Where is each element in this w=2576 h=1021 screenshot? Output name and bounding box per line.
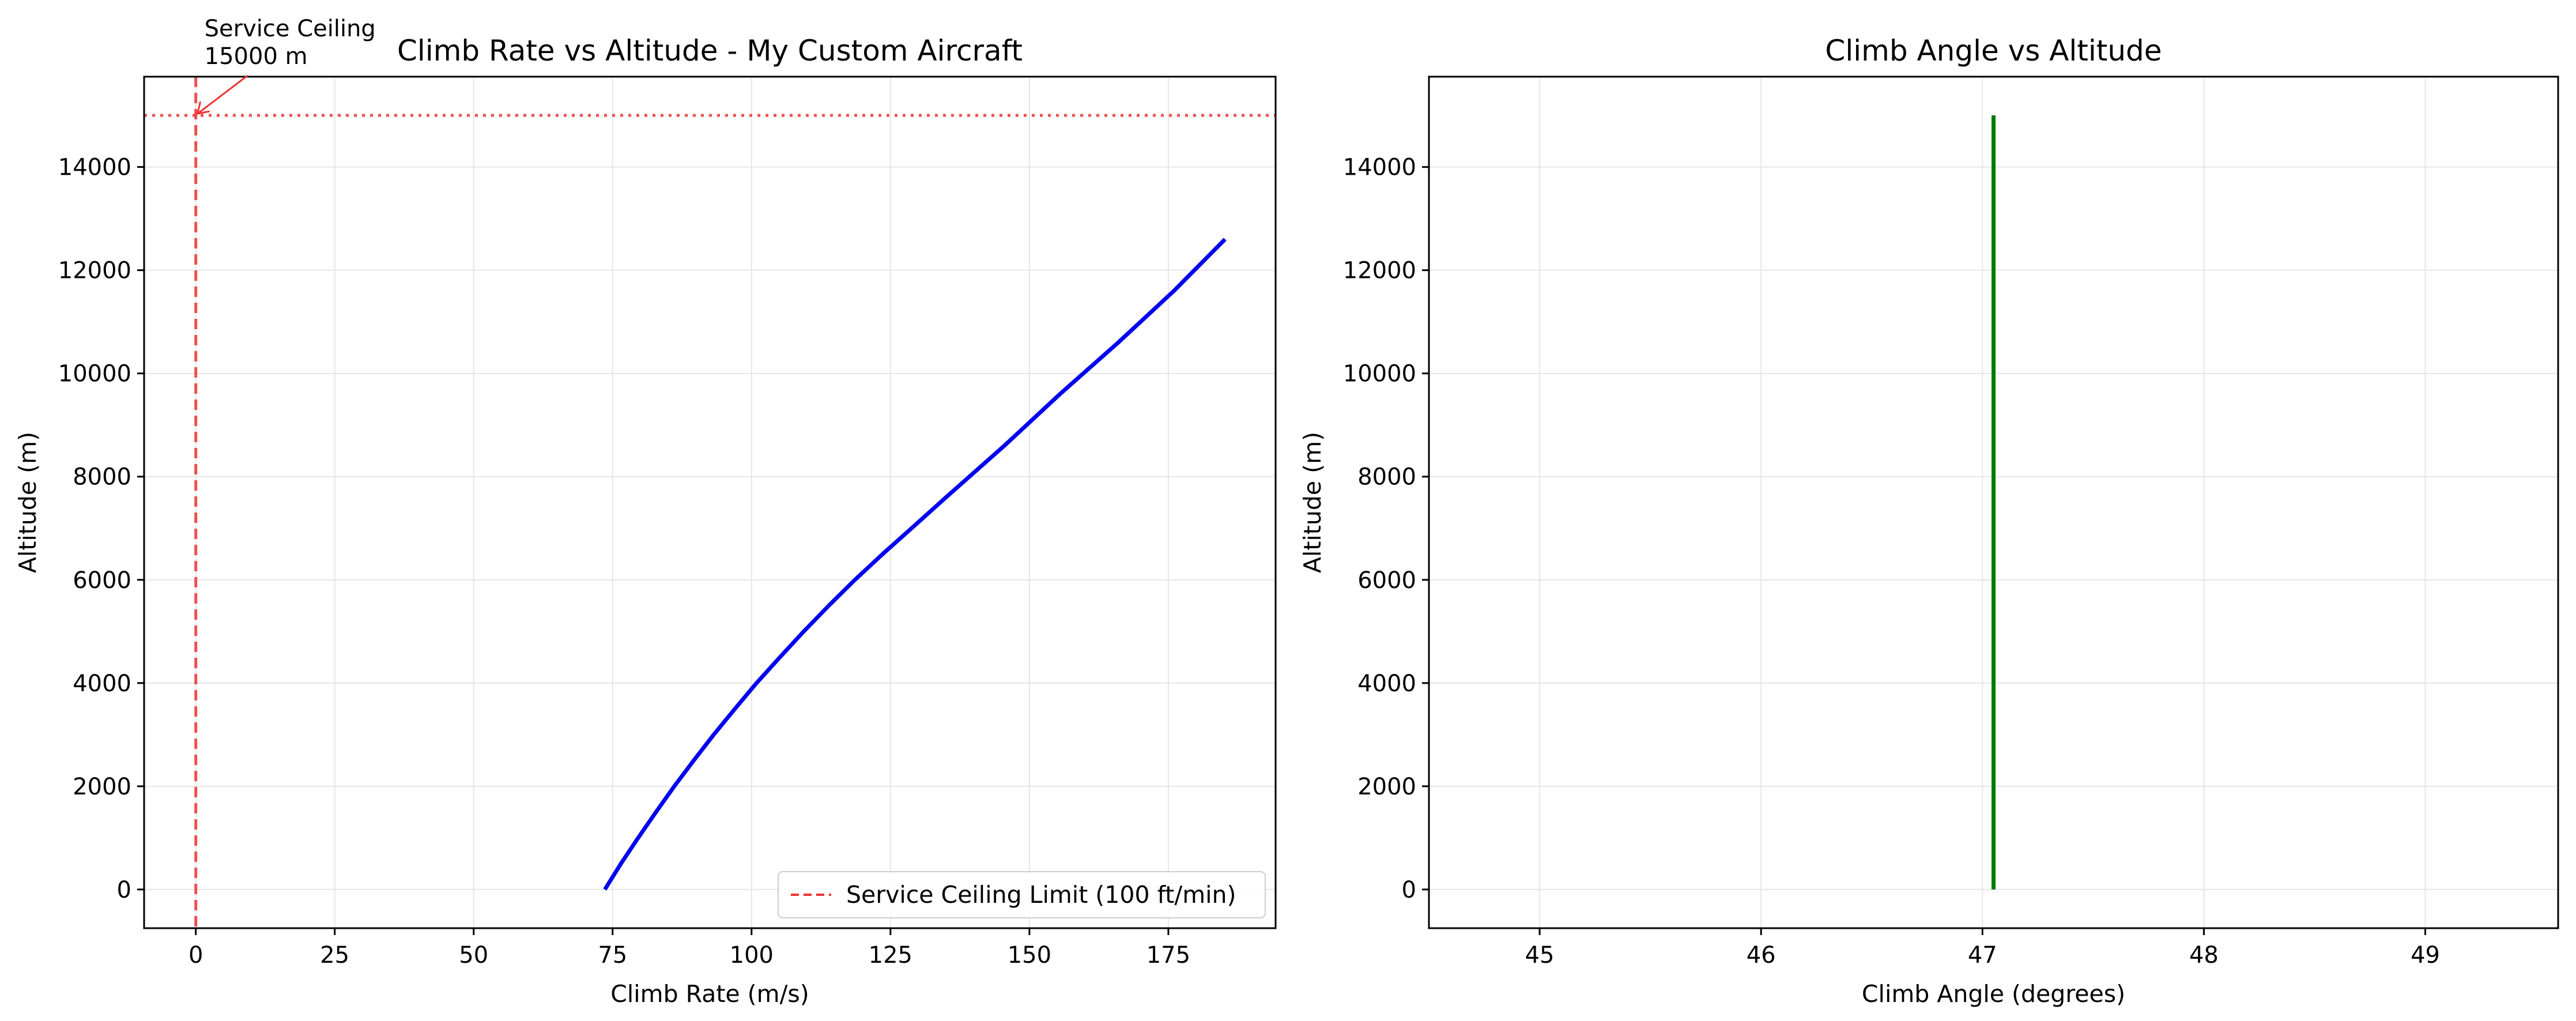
y-axis-label: Altitude (m) xyxy=(14,432,42,573)
x-tick-label: 175 xyxy=(1146,942,1190,969)
y-tick-label: 6000 xyxy=(73,567,131,594)
climb-angle-chart: Climb Angle vs Altitude 45 46 47 48 49020004… xyxy=(1299,34,2559,1008)
y-tick-label: 8000 xyxy=(1357,464,1416,491)
y-tick-label: 4000 xyxy=(1357,670,1416,697)
y-tick-label: 14000 xyxy=(58,155,131,181)
annotation-text-line1: Service Ceiling xyxy=(205,16,376,42)
x-tick-label: 75 xyxy=(598,942,627,969)
y-tick-label: 4000 xyxy=(73,670,131,697)
x-tick-label: 48 xyxy=(2189,942,2219,969)
y-tick-label: 0 xyxy=(117,877,131,903)
annotation-arrow xyxy=(197,74,248,115)
x-tick-label: 47 xyxy=(1968,942,1997,969)
chart-title: Climb Angle vs Altitude xyxy=(1825,34,2162,67)
legend: Service Ceiling Limit (100 ft/min) xyxy=(778,871,1266,918)
x-axis-label: Climb Angle (degrees) xyxy=(1862,980,2125,1008)
annotation-text-line2: 15000 m xyxy=(205,43,308,70)
x-tick-label: 150 xyxy=(1008,942,1051,969)
x-axis-label: Climb Rate (m/s) xyxy=(610,980,809,1008)
climb-rate-chart: Climb Rate vs Altitude - My Custom Aircr… xyxy=(14,16,1277,1008)
ticks: 45 46 47 48 49 0 2000 4000 6000 8000 10000 12000 140… xyxy=(1343,155,2440,969)
annotation-arrowhead xyxy=(196,101,210,115)
y-axis-label: Altitude (m) xyxy=(1299,432,1326,573)
x-tick-label: 46 xyxy=(1747,942,1776,969)
legend-entry-label: Service Ceiling Limit (100 ft/min) xyxy=(846,881,1236,909)
y-tick-label: 12000 xyxy=(1343,258,1416,284)
y-tick-label: 2000 xyxy=(1357,774,1416,800)
plot-area-frame xyxy=(1428,76,2559,929)
x-tick-label: 0 xyxy=(188,942,203,969)
x-tick-label: 50 xyxy=(459,942,488,969)
y-tick-label: 10000 xyxy=(58,361,131,387)
x-tick-label: 125 xyxy=(869,942,912,969)
y-tick-label: 12000 xyxy=(58,258,131,284)
y-tick-label: 10000 xyxy=(1343,361,1416,387)
y-tick-label: 2000 xyxy=(73,774,131,800)
x-tick-label: 45 xyxy=(1525,942,1555,969)
series-group xyxy=(603,238,1227,891)
x-tick-label: 49 xyxy=(2411,942,2440,969)
x-tick-label: 25 xyxy=(320,942,349,969)
legend-box xyxy=(778,871,1266,918)
y-tick-label: 14000 xyxy=(1343,155,1416,181)
y-tick-label: 6000 xyxy=(1357,567,1416,594)
service-ceiling-annotation: Service Ceiling 15000 m xyxy=(196,16,376,115)
y-tick-label: 8000 xyxy=(73,464,131,491)
x-tick-label: 100 xyxy=(730,942,774,969)
chart-title: Climb Rate vs Altitude - My Custom Aircr… xyxy=(397,34,1023,67)
series-line-0 xyxy=(603,238,1227,891)
ticks: 0 25 50 75 100 125 150 175 0 2000 4000 6000 8000 1000… xyxy=(58,155,1190,969)
plot-area-frame xyxy=(143,76,1277,929)
reference-lines xyxy=(144,77,1276,928)
grid xyxy=(144,77,1276,928)
y-tick-label: 0 xyxy=(1402,877,1416,903)
